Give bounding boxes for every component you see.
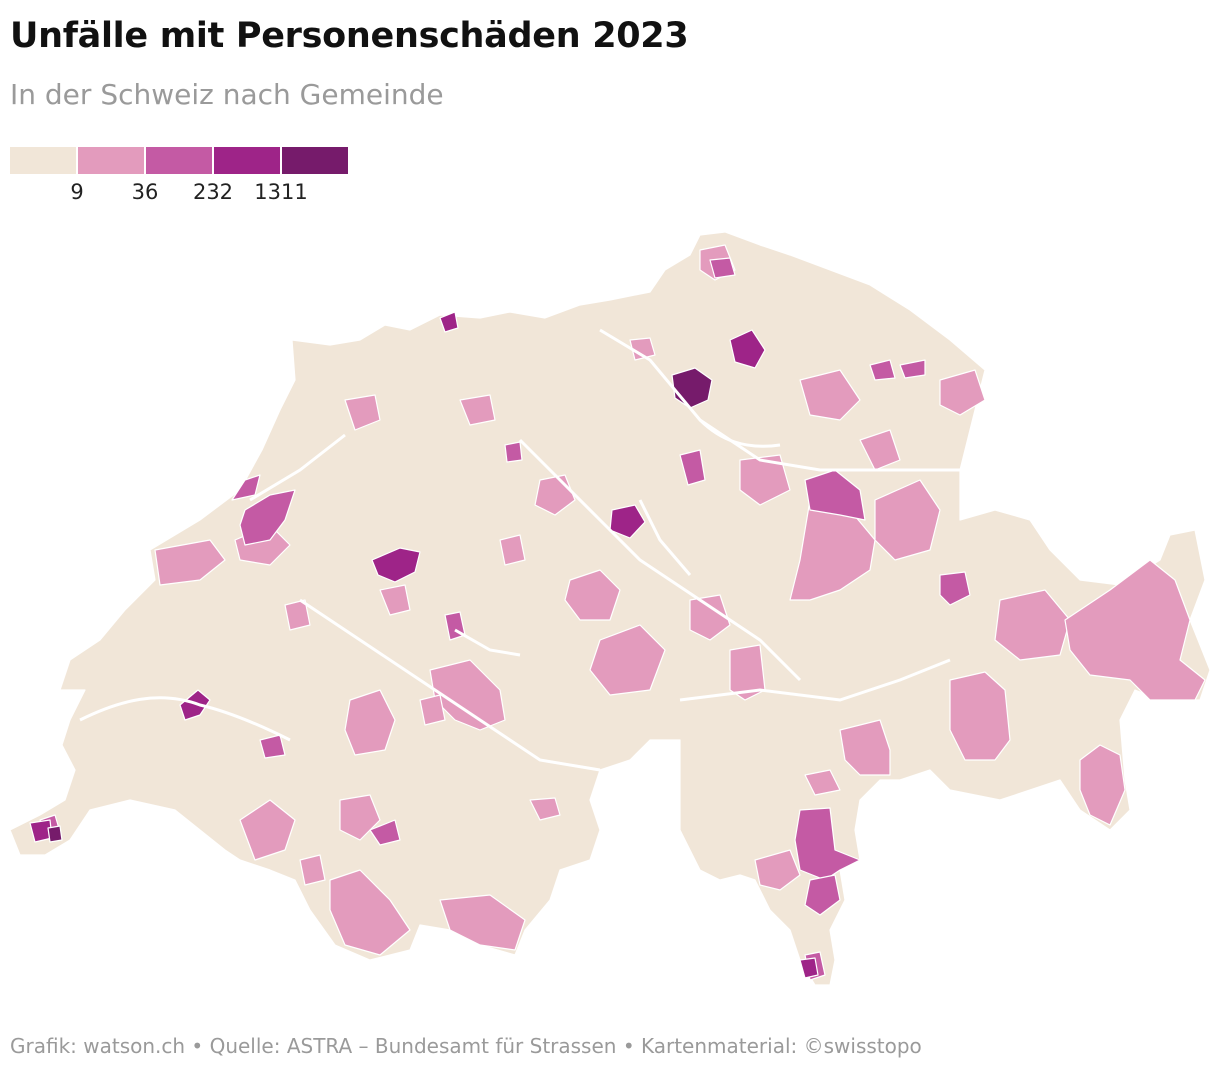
- legend-swatch-2: [146, 147, 212, 174]
- legend-swatch-1: [78, 147, 144, 174]
- legend-label-36: 36: [131, 180, 159, 204]
- class-high-regions: [29, 311, 819, 979]
- class-low-regions: [154, 244, 1206, 956]
- legend-label-1311: 1311: [254, 180, 308, 204]
- legend-swatch-3: [214, 147, 280, 174]
- legend-swatch-4: [282, 147, 348, 174]
- legend-swatch-0: [10, 147, 76, 174]
- color-legend: 9 36 232 1311: [10, 147, 350, 207]
- switzerland-choropleth-map: [9, 231, 1211, 986]
- chart-subtitle: In der Schweiz nach Gemeinde: [10, 78, 444, 111]
- lake-and-border-lines: [79, 328, 960, 772]
- chart-title: Unfälle mit Personenschäden 2023: [10, 16, 689, 56]
- legend-label-9: 9: [70, 180, 84, 204]
- chart-source-footer: Grafik: watson.ch • Quelle: ASTRA – Bund…: [10, 1034, 922, 1058]
- legend-label-232: 232: [192, 180, 234, 204]
